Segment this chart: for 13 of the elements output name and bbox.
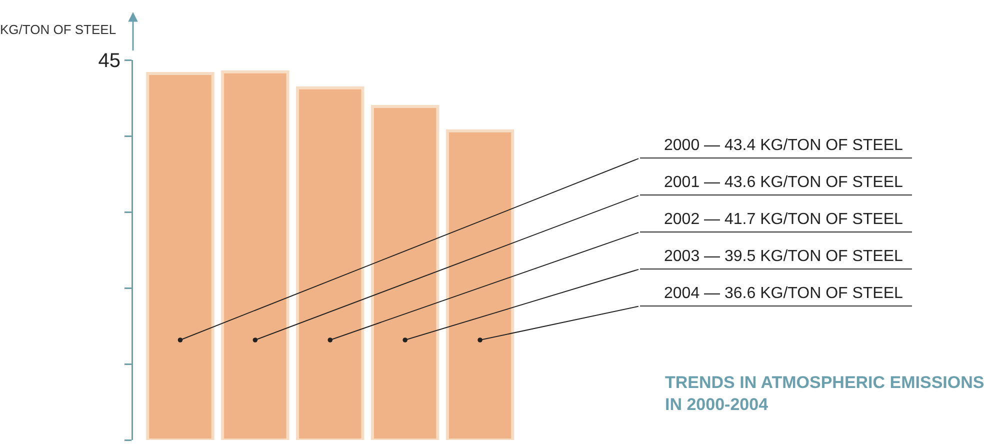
text: 2003 — 39.5 KG/TON OF STEEL — [664, 248, 904, 265]
bar — [146, 72, 214, 440]
bar — [446, 129, 514, 440]
text: 2002 — 41.7 KG/TON OF STEEL — [664, 211, 904, 228]
y-axis-title: KG/TON OF STEEL — [0, 22, 116, 37]
text: 2001 — 43.6 KG/TON OF STEEL — [664, 174, 904, 191]
text: 2004 — 36.6 KG/TON OF STEEL — [664, 285, 904, 302]
bar — [296, 86, 364, 440]
text: 2000 — 43.4 KG/TON OF STEEL — [664, 137, 904, 154]
bar — [370, 104, 440, 440]
bar — [221, 70, 290, 440]
text: TRENDS IN ATMOSPHERIC EMISSIONS IN 2000-2004 — [665, 373, 984, 414]
y-tick-label: 45 — [98, 50, 120, 72]
